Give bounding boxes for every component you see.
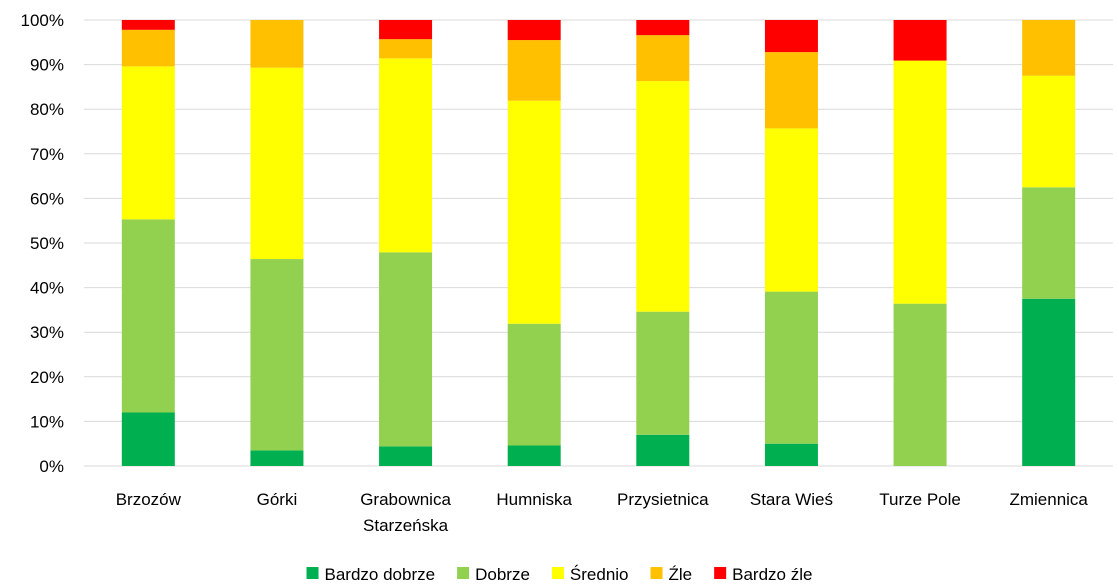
- bar-segment: [636, 81, 690, 312]
- bar-segment: [636, 20, 690, 36]
- bar-segment: [121, 219, 175, 413]
- bar-segment: [636, 35, 690, 82]
- bar-segment: [893, 60, 947, 304]
- legend-label: Bardzo dobrze: [325, 565, 436, 584]
- legend-label: Bardzo źle: [732, 565, 812, 584]
- y-tick-label: 30%: [30, 323, 64, 342]
- bar-segment: [636, 311, 690, 435]
- x-tick-label: Górki: [257, 490, 298, 509]
- bar-segment: [121, 66, 175, 220]
- y-tick-label: 60%: [30, 189, 64, 208]
- bar-segment: [121, 20, 175, 30]
- bar-segment: [1022, 20, 1076, 76]
- bar-segment: [507, 100, 561, 324]
- x-tick-label: Starzeńska: [363, 516, 449, 535]
- y-tick-label: 70%: [30, 145, 64, 164]
- y-tick-label: 20%: [30, 368, 64, 387]
- legend-label: Źle: [669, 565, 693, 584]
- bar-segment: [764, 20, 818, 53]
- legend-swatch: [650, 567, 663, 579]
- bar-segment: [250, 450, 304, 466]
- x-tick-label: Grabownica: [360, 490, 451, 509]
- bar-segment: [764, 443, 818, 466]
- bar-segment: [507, 445, 561, 466]
- bar-segment: [764, 52, 818, 129]
- x-tick-label: Brzozów: [116, 490, 182, 509]
- bar-segment: [893, 303, 947, 466]
- bar-segment: [250, 67, 304, 260]
- bar-segment: [764, 291, 818, 444]
- bar-segment: [1022, 187, 1076, 299]
- bar-segment: [379, 446, 433, 466]
- bar-segment: [121, 412, 175, 466]
- legend-swatch: [551, 567, 564, 579]
- bar-segment: [764, 128, 818, 292]
- y-tick-label: 40%: [30, 279, 64, 298]
- bar-segment: [379, 58, 433, 253]
- bar-segment: [121, 29, 175, 67]
- bar-segment: [893, 20, 947, 61]
- legend-label: Dobrze: [475, 565, 530, 584]
- y-tick-label: 100%: [21, 11, 64, 30]
- x-tick-label: Przysietnica: [617, 490, 709, 509]
- y-tick-label: 50%: [30, 234, 64, 253]
- y-tick-label: 10%: [30, 412, 64, 431]
- y-tick-label: 0%: [39, 457, 64, 476]
- bar-segment: [1022, 298, 1076, 466]
- bar-segment: [379, 39, 433, 59]
- x-tick-label: Stara Wieś: [750, 490, 833, 509]
- bar-segment: [250, 259, 304, 451]
- y-tick-label: 80%: [30, 100, 64, 119]
- x-tick-label: Zmiennica: [1009, 490, 1088, 509]
- legend-swatch: [714, 567, 727, 579]
- bar-segment: [250, 20, 304, 68]
- bar-segment: [1022, 75, 1076, 188]
- bar-segment: [507, 40, 561, 101]
- bar-segment: [636, 434, 690, 466]
- bar-segment: [379, 20, 433, 40]
- bar-segment: [379, 252, 433, 447]
- x-tick-label: Turze Pole: [879, 490, 961, 509]
- y-tick-label: 90%: [30, 56, 64, 75]
- x-tick-label: Humniska: [496, 490, 572, 509]
- legend-label: Średnio: [570, 565, 629, 584]
- legend-swatch: [306, 567, 319, 579]
- legend-swatch: [457, 567, 470, 579]
- bar-segment: [507, 20, 561, 41]
- bar-segment: [507, 323, 561, 446]
